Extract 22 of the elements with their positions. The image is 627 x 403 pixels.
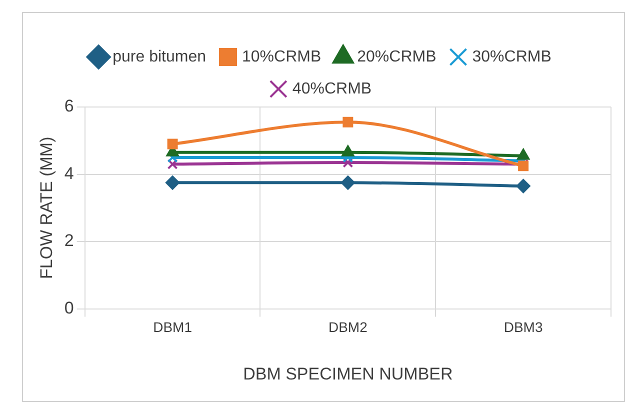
point [166,176,180,190]
legend-label: 20%CRMB [357,48,436,66]
legend-label: pure bitumen [112,48,206,66]
point [167,138,178,150]
y-tick-label: 2 [64,231,74,250]
point [342,145,354,156]
x-axis-title: DBM SPECIMEN NUMBER [243,364,453,384]
point [342,116,354,128]
y-tick-label: 0 [64,298,74,318]
legend-label: 40%CRMB [292,80,372,98]
x-tick-label: DBM3 [504,319,543,336]
point [516,179,530,194]
point [167,158,178,170]
point [517,148,530,160]
y-tick-label: 6 [64,96,74,116]
legend-label: 30%CRMB [472,48,552,66]
x-tick-label: DBM2 [328,319,368,336]
y-axis-title: FLOW RATE (MM) [36,136,56,280]
x-tick-label: DBM1 [153,319,192,336]
legend-label: 10%CRMB [242,48,322,66]
point [340,176,355,190]
y-tick-label: 4 [64,164,74,183]
